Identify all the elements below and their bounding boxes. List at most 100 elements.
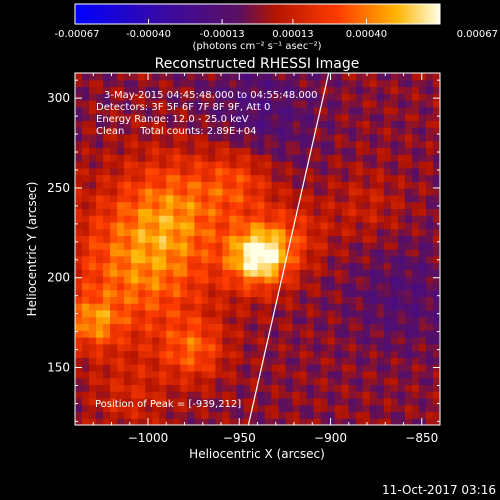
heatmap-cell xyxy=(376,215,385,223)
heatmap-cell xyxy=(124,73,132,81)
heatmap-cell xyxy=(257,418,266,425)
heatmap-cell xyxy=(390,350,399,358)
heatmap-cell xyxy=(250,215,259,223)
heatmap-cell xyxy=(145,181,153,189)
heatmap-cell xyxy=(110,276,118,284)
heatmap-cell xyxy=(131,411,139,419)
heatmap-cell xyxy=(362,154,371,162)
heatmap-cell xyxy=(159,309,167,318)
heatmap-cell xyxy=(75,418,83,425)
heatmap-cell xyxy=(432,93,440,101)
heatmap-cell xyxy=(397,384,406,392)
annotation-energy-range: Energy Range: 12.0 - 25.0 keV xyxy=(96,114,249,125)
heatmap-cell xyxy=(152,188,160,196)
heatmap-cell xyxy=(236,167,245,176)
heatmap-cell xyxy=(180,364,188,372)
heatmap-cell xyxy=(425,215,434,223)
heatmap-cell xyxy=(145,208,153,216)
heatmap-cell xyxy=(208,397,216,406)
heatmap-cell xyxy=(131,73,139,81)
heatmap-cell xyxy=(355,93,364,101)
heatmap-cell xyxy=(411,337,420,345)
heatmap-cell xyxy=(376,228,385,237)
heatmap-cell xyxy=(229,188,238,196)
heatmap-cell xyxy=(411,215,420,223)
heatmap-cell xyxy=(306,194,315,203)
heatmap-cell xyxy=(166,357,174,365)
heatmap-cell xyxy=(243,228,252,237)
heatmap-cell xyxy=(327,100,336,108)
heatmap-cell xyxy=(425,174,434,182)
heatmap-cell xyxy=(89,140,97,149)
heatmap-cell xyxy=(278,343,287,352)
heatmap-cell xyxy=(180,188,188,196)
heatmap-cell xyxy=(243,269,252,277)
heatmap-cell xyxy=(278,357,287,365)
heatmap-cell xyxy=(145,343,153,352)
heatmap-cell xyxy=(404,397,413,406)
heatmap-cell xyxy=(397,242,406,250)
heatmap-cell xyxy=(432,100,440,108)
heatmap-cell xyxy=(138,86,146,94)
heatmap-cell xyxy=(236,404,245,413)
heatmap-cell xyxy=(82,161,90,169)
heatmap-cell xyxy=(124,120,132,128)
heatmap-cell xyxy=(306,391,315,399)
heatmap-cell xyxy=(89,404,97,413)
heatmap-cell xyxy=(131,303,139,311)
heatmap-cell xyxy=(306,242,315,250)
heatmap-cell xyxy=(390,106,399,115)
heatmap-cell xyxy=(110,418,118,425)
heatmap-cell xyxy=(313,323,322,331)
heatmap-cell xyxy=(362,377,371,385)
heatmap-cell xyxy=(404,404,413,413)
heatmap-cell xyxy=(229,377,238,385)
heatmap-cell xyxy=(362,235,371,243)
heatmap-cell xyxy=(103,262,111,270)
heatmap-cell xyxy=(341,343,350,352)
heatmap-cell xyxy=(75,106,83,115)
heatmap-cell xyxy=(138,208,146,216)
heatmap-cell xyxy=(278,120,287,128)
heatmap-cell xyxy=(187,418,195,425)
heatmap-cell xyxy=(222,208,231,216)
heatmap-cell xyxy=(369,397,378,406)
heatmap-cell xyxy=(131,262,139,270)
heatmap-cell xyxy=(173,228,181,237)
heatmap-cell xyxy=(138,120,146,128)
heatmap-cell xyxy=(131,364,139,372)
heatmap-cell xyxy=(285,181,294,189)
heatmap-cell xyxy=(327,343,336,352)
heatmap-cell xyxy=(264,73,273,81)
heatmap-cell xyxy=(411,201,420,209)
heatmap-cell xyxy=(299,357,308,365)
heatmap-cell xyxy=(355,357,364,365)
heatmap-cell xyxy=(418,364,427,372)
heatmap-cell xyxy=(187,86,195,94)
heatmap-cell xyxy=(264,188,273,196)
heatmap-cell xyxy=(166,309,174,318)
heatmap-cell xyxy=(390,370,399,379)
heatmap-cell xyxy=(299,161,308,169)
annotation-block: 3-May-2015 04:45:48.000 to 04:55:48.000 … xyxy=(96,90,317,137)
heatmap-cell xyxy=(397,350,406,358)
heatmap-cell xyxy=(313,391,322,399)
heatmap-cell xyxy=(411,309,420,318)
heatmap-cell xyxy=(166,343,174,352)
heatmap-cell xyxy=(159,337,167,345)
heatmap-cell xyxy=(369,309,378,318)
heatmap-cell xyxy=(117,323,125,331)
heatmap-cell xyxy=(215,127,223,135)
heatmap-cell xyxy=(222,377,231,385)
heatmap-cell xyxy=(341,276,350,284)
heatmap-cell xyxy=(285,404,294,413)
heatmap-cell xyxy=(117,93,125,101)
heatmap-cell xyxy=(313,147,322,155)
heatmap-cell xyxy=(411,404,420,413)
heatmap-cell xyxy=(96,201,104,209)
heatmap-cell xyxy=(96,255,104,264)
heatmap-cell xyxy=(362,242,371,250)
heatmap-cell xyxy=(208,140,216,149)
heatmap-cell xyxy=(250,228,259,237)
heatmap-cell xyxy=(166,282,174,291)
